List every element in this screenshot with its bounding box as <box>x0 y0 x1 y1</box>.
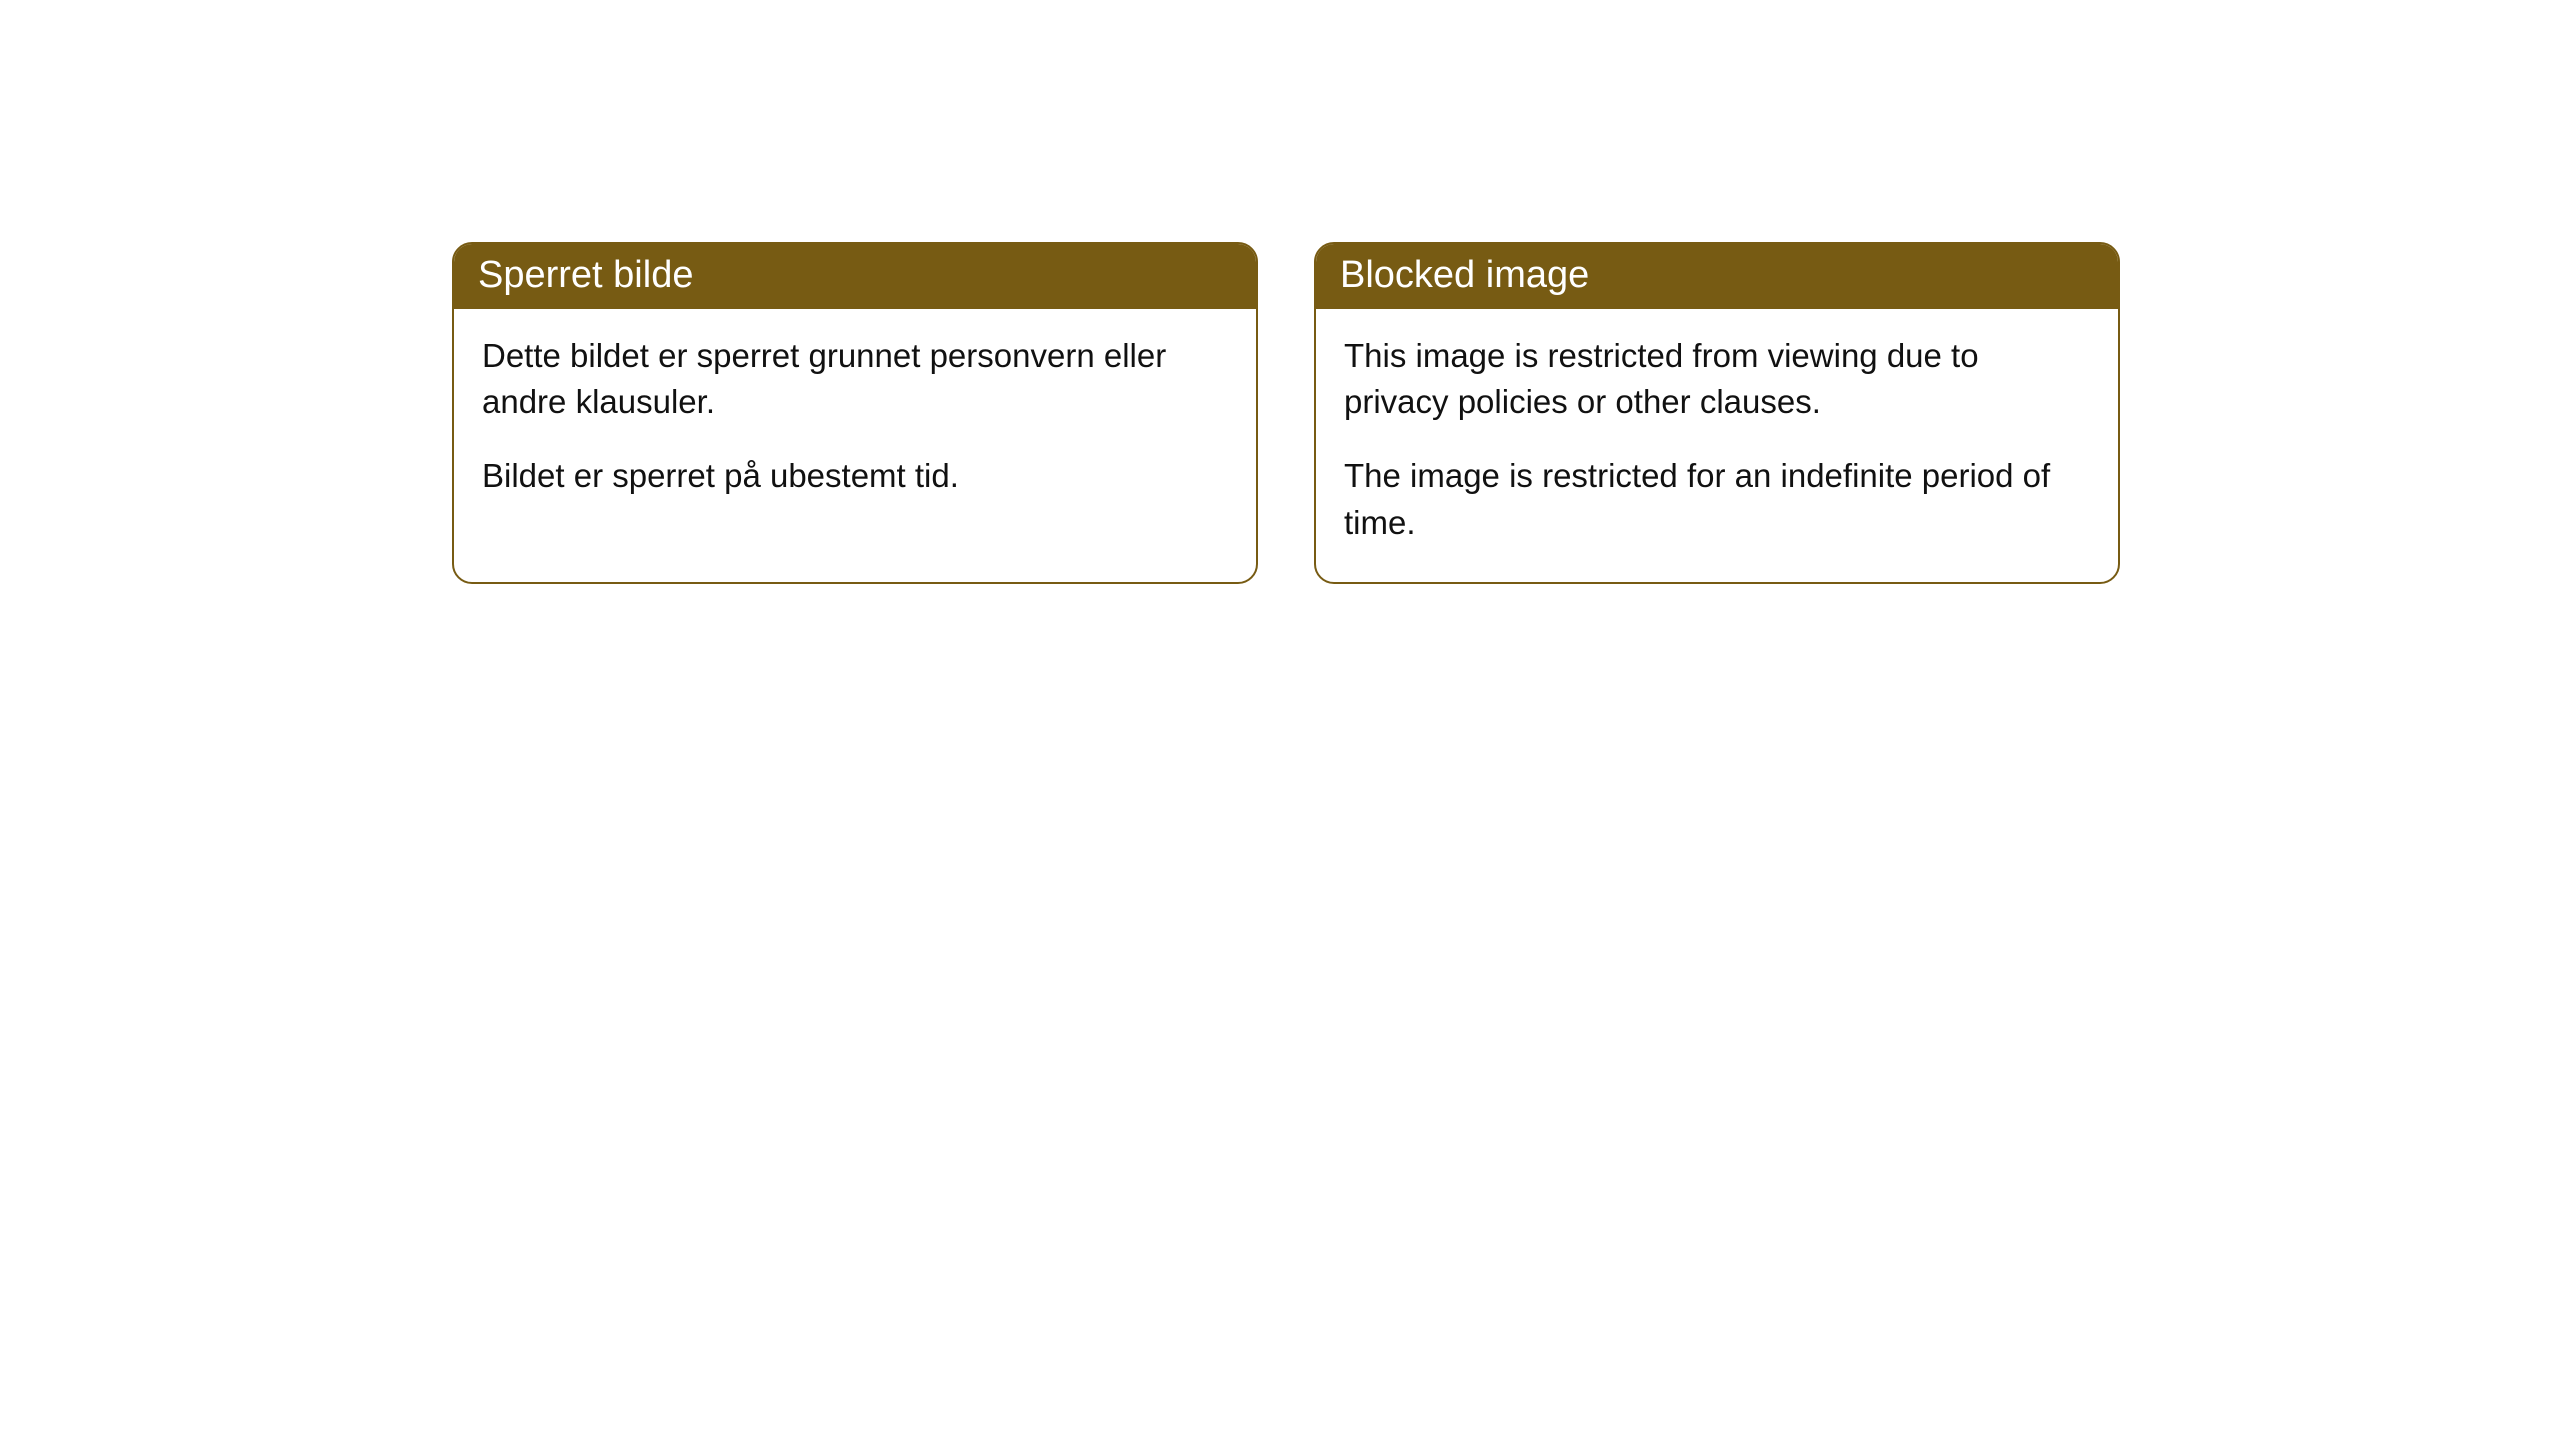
blocked-image-card-norwegian: Sperret bilde Dette bildet er sperret gr… <box>452 242 1258 584</box>
card-paragraph: Dette bildet er sperret grunnet personve… <box>482 333 1228 425</box>
card-title: Sperret bilde <box>478 254 693 296</box>
card-body: This image is restricted from viewing du… <box>1316 309 2118 582</box>
card-paragraph: The image is restricted for an indefinit… <box>1344 453 2090 545</box>
card-body: Dette bildet er sperret grunnet personve… <box>454 309 1256 536</box>
notice-cards-container: Sperret bilde Dette bildet er sperret gr… <box>0 0 2560 584</box>
card-header: Sperret bilde <box>454 244 1256 309</box>
card-paragraph: This image is restricted from viewing du… <box>1344 333 2090 425</box>
card-header: Blocked image <box>1316 244 2118 309</box>
card-paragraph: Bildet er sperret på ubestemt tid. <box>482 453 1228 499</box>
card-title: Blocked image <box>1340 254 1589 296</box>
blocked-image-card-english: Blocked image This image is restricted f… <box>1314 242 2120 584</box>
